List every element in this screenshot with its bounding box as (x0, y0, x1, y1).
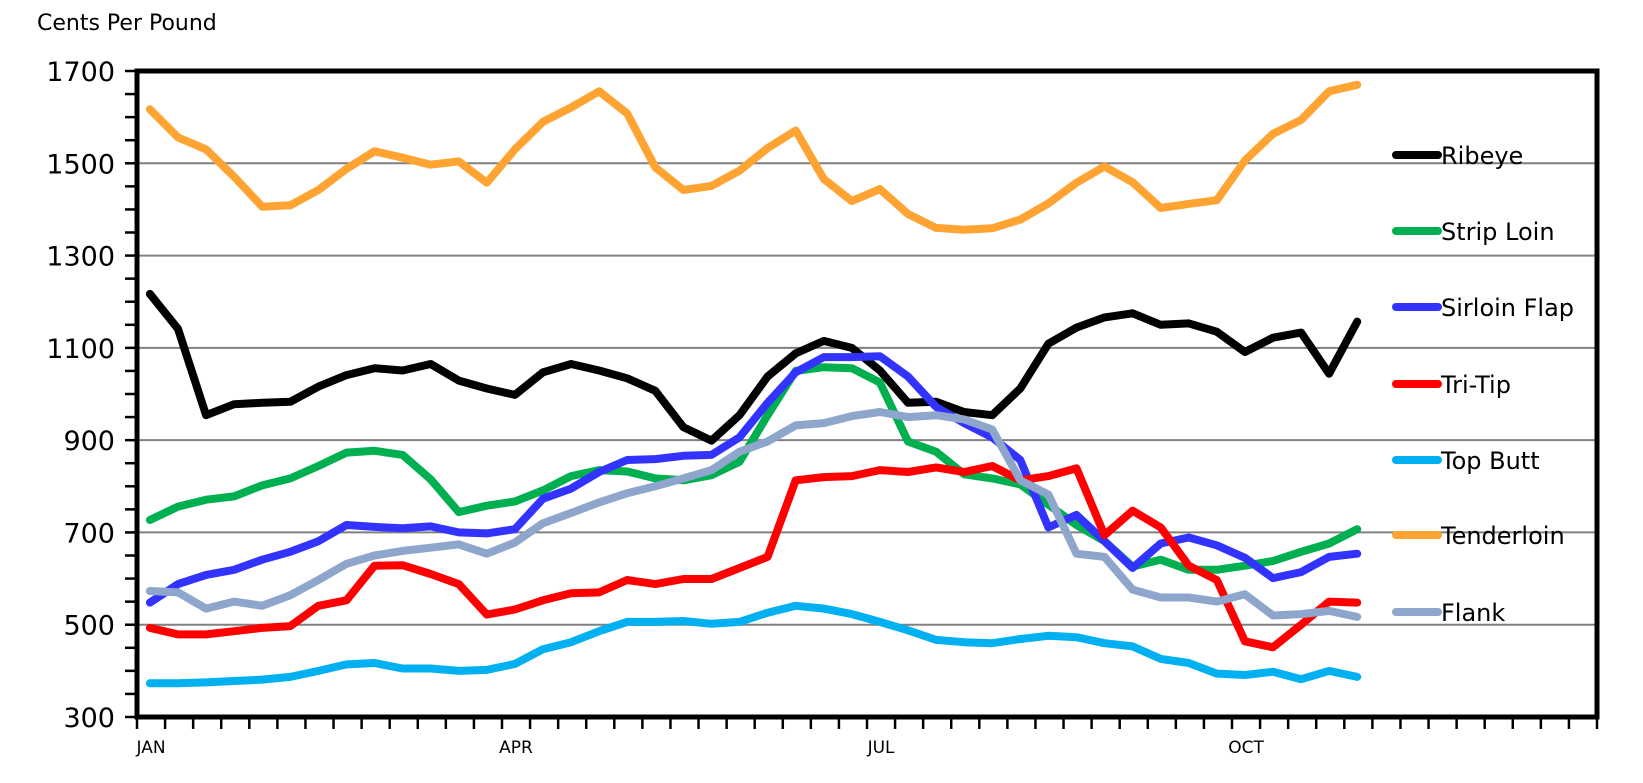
legend: Ribeye Strip Loin Sirloin Flap Tri-Tip Top B… (1392, 142, 1574, 627)
legend-item: Strip Loin (1392, 218, 1555, 246)
x-tick-label: OCT (1228, 738, 1264, 758)
legend-item: Tri-Tip (1392, 371, 1511, 399)
legend-label: Ribeye (1441, 142, 1523, 170)
series-line-flank (145, 408, 1362, 621)
y-tick-label: 1700 (46, 57, 115, 88)
legend-label: Sirloin Flap (1441, 294, 1574, 322)
series-lines (145, 80, 1362, 688)
legend-item: Top Butt (1392, 447, 1540, 475)
y-tick-label: 1300 (46, 242, 115, 273)
y-axis-ticks: 300 500 700 900 1100 1300 1500 1700 (46, 57, 137, 734)
x-tick-label: JAN (136, 738, 166, 758)
y-axis-title: Cents Per Pound (37, 11, 217, 36)
x-tick-label: JUL (867, 738, 895, 758)
legend-label: Top Butt (1440, 447, 1540, 475)
legend-label: Flank (1441, 599, 1505, 627)
series-line-sirloin-flap (145, 352, 1362, 607)
legend-item: Sirloin Flap (1392, 294, 1574, 322)
legend-item: Flank (1392, 599, 1505, 627)
y-tick-label: 900 (63, 426, 115, 457)
series-line-strip-loin (145, 363, 1362, 574)
x-tick-label: APR (499, 738, 533, 758)
series-line-tri-tip (145, 462, 1362, 652)
gridlines (137, 162, 1597, 626)
legend-label: Strip Loin (1441, 218, 1555, 246)
y-tick-label: 1500 (46, 149, 115, 180)
legend-item: Ribeye (1392, 142, 1523, 170)
x-axis-ticks: JAN APR JUL OCT (136, 717, 1599, 758)
y-tick-label: 700 (63, 518, 115, 549)
y-tick-label: 300 (63, 703, 115, 734)
plot-frame (134, 68, 1600, 720)
series-line-tenderloin (145, 80, 1362, 234)
legend-label: Tenderloin (1440, 522, 1565, 550)
series-line-ribeye (145, 289, 1362, 445)
series-line-top-butt (145, 601, 1362, 688)
y-tick-label: 1100 (46, 334, 115, 365)
legend-item: Tenderloin (1392, 522, 1565, 550)
y-tick-label: 500 (63, 611, 115, 642)
legend-label: Tri-Tip (1440, 371, 1511, 399)
